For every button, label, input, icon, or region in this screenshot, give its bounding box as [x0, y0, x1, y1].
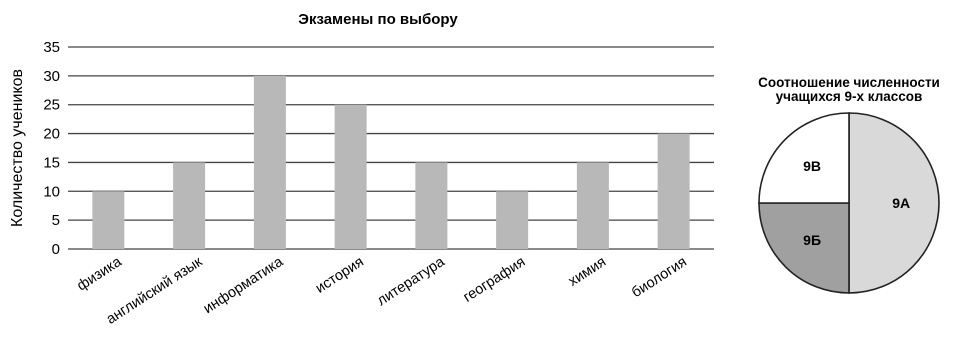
x-category-label: информатика — [201, 253, 287, 317]
pie-slice-2 — [758, 202, 850, 294]
pie-chart-title: учащихся 9-х классов — [776, 89, 923, 104]
y-tick-label: 10 — [43, 183, 60, 200]
bar-3 — [253, 75, 286, 249]
pie-chart-title: Соотношение численности — [758, 75, 940, 90]
pie-slice-label: 9В — [803, 158, 821, 174]
y-tick-label: 25 — [43, 97, 60, 114]
bar-5 — [415, 162, 448, 249]
bar-1 — [92, 191, 125, 249]
bar-4 — [334, 104, 367, 249]
pie-slice-1 — [848, 112, 940, 294]
pie-slice-label: 9А — [892, 195, 910, 211]
y-tick-label: 20 — [43, 126, 60, 143]
bar-6 — [496, 191, 529, 249]
x-category-label: география — [461, 254, 529, 306]
y-axis-label: Количество учеников — [9, 69, 26, 227]
y-tick-label: 15 — [43, 154, 60, 171]
y-tick-label: 5 — [52, 212, 60, 229]
y-tick-label: 0 — [52, 241, 60, 258]
bar-8 — [657, 133, 690, 249]
x-category-label: история — [313, 254, 367, 297]
bar-chart-title: Экзамены по выбору — [298, 11, 458, 28]
y-tick-label: 35 — [43, 39, 60, 56]
x-category-label: биология — [629, 254, 690, 301]
x-category-label: физика — [74, 253, 125, 294]
bar-2 — [173, 162, 206, 249]
pie-slice-label: 9Б — [803, 232, 821, 248]
x-category-label: литература — [374, 253, 448, 309]
pie-slice-3 — [758, 112, 850, 204]
x-category-label: химия — [566, 254, 609, 290]
bar-chart: Экзамены по выбору 0 5 10 15 20 25 30 35 Количест… — [9, 11, 714, 328]
bar-7 — [576, 162, 609, 249]
y-tick-label: 30 — [43, 68, 60, 85]
